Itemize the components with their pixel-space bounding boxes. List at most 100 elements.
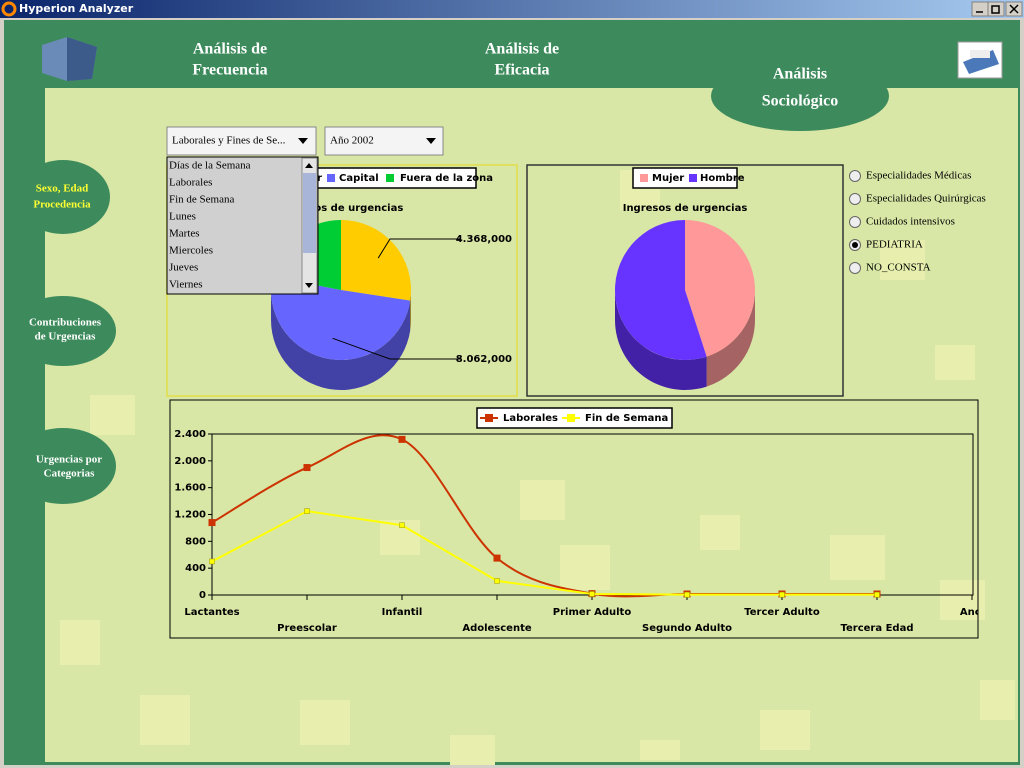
legend-label: Hombre (700, 173, 745, 184)
bg-tile (980, 680, 1015, 720)
active-tab[interactable] (711, 61, 889, 131)
x-tick-label: Anci (960, 607, 984, 618)
pie-side (410, 290, 411, 331)
bg-tile (700, 515, 740, 550)
top-nav[interactable]: Análisis de Frecuencia Análisis de Efica… (192, 41, 889, 131)
leader-line (377, 238, 460, 259)
point (304, 508, 310, 514)
line-frame (169, 399, 979, 639)
option-list[interactable] (166, 156, 319, 295)
logo (42, 37, 97, 81)
bg-tile (880, 240, 925, 280)
radio-label[interactable]: Especialidades Médicas (866, 170, 971, 182)
window-buttons[interactable] (971, 1, 1023, 17)
specialty-radios[interactable]: Especialidades Médicas Especialidades Qui… (849, 170, 986, 274)
y-tick-label: 0 (199, 590, 206, 601)
pie-side (615, 290, 707, 390)
nav-tab[interactable]: Análisis de (193, 41, 267, 58)
radio-label[interactable]: NO_CONSTA (866, 262, 931, 274)
bg-tile (90, 395, 135, 435)
bg-tile (60, 620, 100, 665)
legend-label: Fin de Semana (585, 413, 668, 424)
option[interactable]: Lunes (169, 211, 196, 223)
bg-tile (830, 535, 885, 580)
point (209, 558, 215, 565)
option[interactable]: Días de la Semana (169, 160, 251, 172)
nav-tab[interactable]: Análisis de (485, 41, 559, 58)
y-tick-label: 2.400 (174, 429, 206, 440)
bg-tile (450, 735, 495, 765)
pie-slice (685, 220, 755, 357)
legend-swatch (567, 414, 575, 422)
option[interactable]: Martes (169, 228, 200, 240)
bg-tile (300, 700, 350, 745)
y-tick-label: 1.600 (174, 483, 206, 494)
legend-swatch (689, 174, 697, 182)
x-tick-label: Lactantes (184, 607, 239, 618)
bg-tile (935, 345, 975, 380)
nav-tab[interactable]: Frecuencia (192, 62, 267, 79)
option[interactable]: Jueves (169, 262, 198, 274)
side-tab[interactable]: Urgencias por (36, 454, 102, 466)
side-nav[interactable]: Sexo, Edad Procedencia Contribuciones de… (10, 160, 116, 504)
value-label: 8.062,000 (456, 354, 512, 365)
minimize[interactable] (971, 1, 989, 17)
side-tab[interactable] (10, 428, 116, 504)
series-line (211, 510, 877, 596)
select-value[interactable]: Año 2002 (330, 135, 374, 147)
nav-tab-active[interactable]: Análisis (773, 66, 827, 83)
y-tick-label: 1.200 (174, 510, 206, 521)
x-tick-label: Adolescente (462, 623, 532, 634)
scroll-thumb[interactable] (303, 173, 316, 253)
chart-title: Ingresos de urgencias (623, 203, 748, 214)
printer-icon[interactable] (957, 41, 1003, 79)
point (398, 435, 406, 443)
charts: Ingresos de urgencias r Capital Fuera de la… (174, 167, 984, 634)
period-select[interactable]: Laborales y Fines de Se... Días de la Se… (166, 126, 319, 295)
radio-dot[interactable] (852, 242, 858, 248)
legend-swatch (640, 174, 648, 182)
x-tick-label: Segundo Adulto (642, 623, 732, 634)
x-tick-label: Tercer Adulto (744, 607, 820, 618)
x-tick-label: Infantil (382, 607, 423, 618)
nav-tab[interactable]: Eficacia (494, 62, 549, 79)
option[interactable]: Fin de Semana (169, 194, 234, 206)
point (779, 591, 785, 598)
bg-tile (140, 695, 190, 745)
side-tab[interactable]: Categorias (44, 468, 95, 480)
side-tab-active[interactable]: Procedencia (33, 199, 91, 211)
window-title: Hyperion Analyzer (19, 2, 134, 15)
radio[interactable] (849, 193, 861, 205)
app-icon (1, 1, 17, 17)
side-tab[interactable] (16, 160, 110, 234)
pie-side (706, 290, 755, 387)
nav-tab-active[interactable]: Sociológico (762, 93, 838, 110)
option[interactable]: Viernes (169, 279, 203, 291)
radio-label[interactable]: PEDIATRIA (866, 239, 923, 251)
pie-slice (271, 276, 411, 360)
side-tab[interactable]: de Urgencias (35, 331, 97, 343)
select-value[interactable]: Laborales y Fines de Se... (172, 135, 286, 147)
select-box[interactable] (166, 126, 317, 156)
year-select[interactable]: Año 2002 (324, 126, 444, 156)
radio-label[interactable]: Cuidados intensivos (866, 216, 955, 228)
radio[interactable] (849, 170, 861, 182)
pie-frame (526, 164, 844, 397)
y-tick-label: 400 (185, 563, 206, 574)
point (493, 554, 501, 562)
side-tab-active[interactable]: Sexo, Edad (36, 183, 89, 195)
side-tab[interactable] (10, 296, 116, 366)
radio-label[interactable]: Especialidades Quirúrgicas (866, 193, 986, 205)
radio[interactable] (849, 262, 861, 274)
point (589, 591, 595, 597)
select-box[interactable] (324, 126, 444, 156)
leader-line (332, 337, 460, 360)
option[interactable]: Miercoles (169, 245, 213, 257)
radio[interactable] (849, 216, 861, 228)
option[interactable]: Laborales (169, 177, 212, 189)
point (208, 519, 216, 527)
point (684, 591, 690, 598)
maximize[interactable] (987, 1, 1005, 17)
side-tab[interactable]: Contribuciones (29, 317, 102, 329)
